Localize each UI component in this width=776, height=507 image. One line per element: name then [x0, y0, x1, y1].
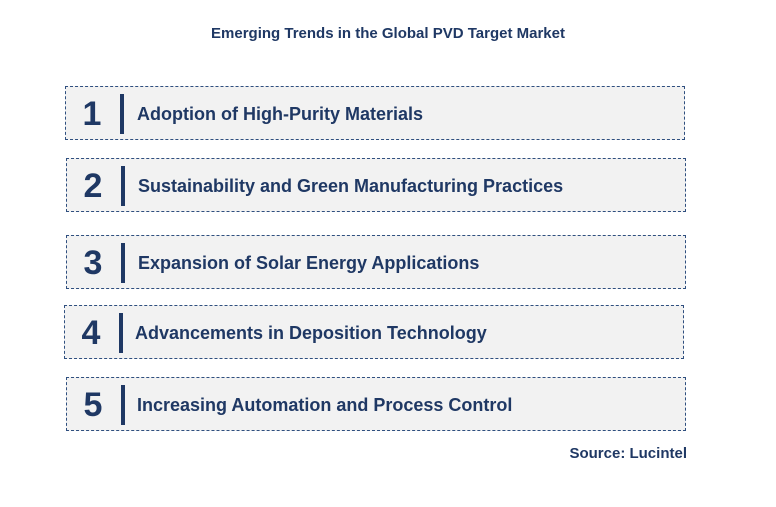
trend-label: Sustainability and Green Manufacturing P… [138, 176, 564, 196]
trend-label: Adoption of High-Purity Materials [137, 104, 423, 124]
trend-item-1: 1 Adoption of High-Purity Materials [65, 86, 685, 140]
trend-number: 4 [81, 314, 101, 352]
divider-bar [119, 313, 123, 353]
trend-number: 5 [83, 386, 103, 424]
trend-label: Expansion of Solar Energy Applications [138, 253, 480, 273]
trend-label: Advancements in Deposition Technology [135, 323, 487, 343]
divider-bar [120, 94, 124, 134]
page-title: Emerging Trends in the Global PVD Target… [211, 25, 565, 42]
source-note: Source: Lucintel [569, 445, 687, 462]
divider-bar [121, 385, 125, 425]
trend-number: 1 [82, 95, 102, 133]
trend-item-4: 4 Advancements in Deposition Technology [64, 305, 684, 359]
divider-bar [121, 166, 125, 206]
divider-bar [121, 243, 125, 283]
trend-item-2: 2 Sustainability and Green Manufacturing… [66, 158, 686, 212]
trend-item-5: 5 Increasing Automation and Process Cont… [66, 377, 686, 431]
trend-item-3: 3 Expansion of Solar Energy Applications [66, 235, 686, 289]
trend-number: 3 [83, 244, 103, 282]
trend-label: Increasing Automation and Process Contro… [137, 395, 513, 415]
trend-number: 2 [83, 167, 103, 205]
